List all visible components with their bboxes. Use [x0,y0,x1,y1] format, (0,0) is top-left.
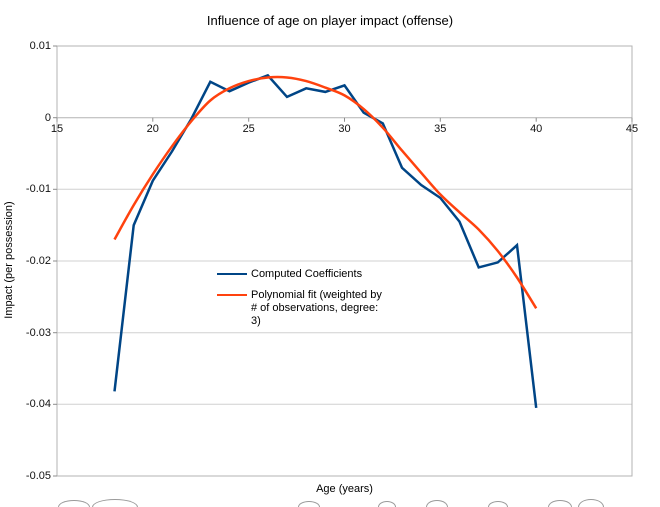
x-tick-label: 30 [338,122,351,135]
x-tick-label: 45 [625,122,639,135]
legend-item: Polynomial fit (weighted by # of observat… [217,289,382,328]
x-tick-label: 25 [242,122,255,135]
legend-label: Polynomial fit (weighted by # of observat… [251,289,382,327]
y-tick-label: 0.01 [29,40,51,52]
y-tick-label: -0.02 [25,255,51,267]
y-tick-label: -0.05 [25,470,51,482]
x-tick-label: 40 [530,122,543,135]
legend: Computed Coefficients Polynomial fit (wei… [217,268,382,336]
legend-line-swatch [217,273,247,275]
y-tick-label: -0.01 [25,183,51,196]
cut-off-text-artifact [378,501,396,507]
x-axis-title: Age (years) [316,483,373,495]
y-tick-label: 0 [44,111,51,124]
cut-off-text-artifact [488,501,508,507]
cut-off-text-artifact [298,501,320,507]
y-tick-label: -0.03 [25,326,51,339]
chart-title: Influence of age on player impact (offen… [206,13,454,28]
series-line-1 [113,75,538,309]
y-tick-label: -0.04 [25,398,51,411]
legend-label: Computed Coefficients [251,268,363,280]
legend-item: Computed Coefficients [217,268,382,281]
x-tick-label: 20 [146,122,159,135]
x-tick-label: 15 [50,122,64,135]
x-tick-label: 35 [434,122,447,135]
legend-line-swatch [217,294,247,296]
